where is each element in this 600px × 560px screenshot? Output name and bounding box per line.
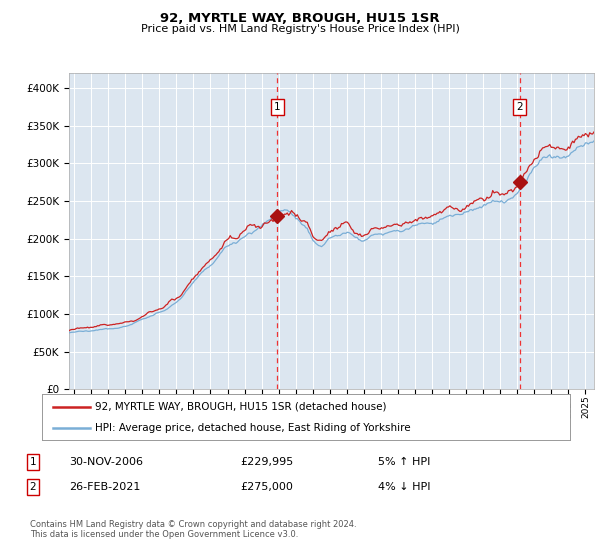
Text: 1: 1	[29, 457, 37, 467]
Text: Contains HM Land Registry data © Crown copyright and database right 2024.: Contains HM Land Registry data © Crown c…	[30, 520, 356, 529]
Text: 2: 2	[29, 482, 37, 492]
Text: £229,995: £229,995	[240, 457, 293, 467]
Text: 5% ↑ HPI: 5% ↑ HPI	[378, 457, 430, 467]
Text: HPI: Average price, detached house, East Riding of Yorkshire: HPI: Average price, detached house, East…	[95, 423, 410, 433]
Text: This data is licensed under the Open Government Licence v3.0.: This data is licensed under the Open Gov…	[30, 530, 298, 539]
Text: 2: 2	[517, 102, 523, 111]
Text: 1: 1	[274, 102, 281, 111]
Text: £275,000: £275,000	[240, 482, 293, 492]
Text: 4% ↓ HPI: 4% ↓ HPI	[378, 482, 431, 492]
Text: 30-NOV-2006: 30-NOV-2006	[69, 457, 143, 467]
Text: 26-FEB-2021: 26-FEB-2021	[69, 482, 140, 492]
Text: Price paid vs. HM Land Registry's House Price Index (HPI): Price paid vs. HM Land Registry's House …	[140, 24, 460, 34]
Text: 92, MYRTLE WAY, BROUGH, HU15 1SR: 92, MYRTLE WAY, BROUGH, HU15 1SR	[160, 12, 440, 25]
Text: 92, MYRTLE WAY, BROUGH, HU15 1SR (detached house): 92, MYRTLE WAY, BROUGH, HU15 1SR (detach…	[95, 402, 386, 412]
